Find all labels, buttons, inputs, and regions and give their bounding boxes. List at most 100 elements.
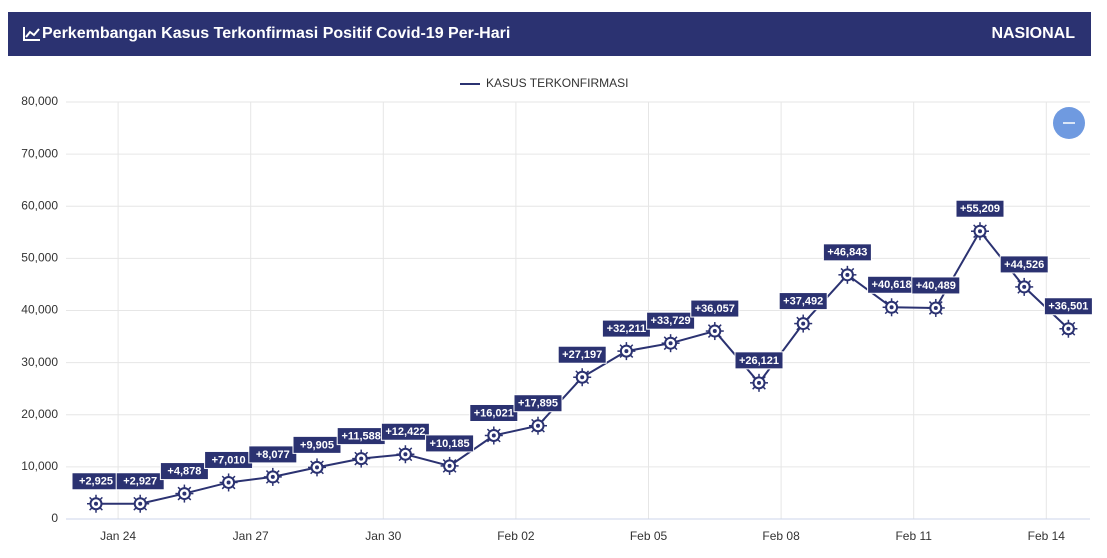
virus-marker [484, 426, 503, 445]
data-label: +9,905 [300, 439, 334, 451]
virus-core [757, 380, 761, 385]
data-label: +26,121 [739, 355, 779, 367]
x-tick-label: Jan 27 [233, 529, 269, 543]
data-label: +33,729 [651, 315, 691, 327]
data-label-box [778, 292, 828, 311]
y-tick-label: 0 [51, 511, 58, 525]
data-label: +36,501 [1048, 301, 1088, 313]
y-tick-label: 30,000 [21, 355, 58, 369]
y-tick-label: 80,000 [21, 94, 58, 108]
data-label-box [734, 351, 784, 370]
y-tick-label: 40,000 [21, 303, 58, 317]
y-tick-label: 50,000 [21, 251, 58, 265]
data-label: +16,021 [474, 407, 514, 419]
data-label-box [999, 255, 1049, 274]
virus-marker [263, 467, 282, 486]
virus-core [580, 375, 585, 380]
virus-core [315, 465, 319, 470]
data-label-box [513, 394, 563, 413]
virus-marker [440, 456, 459, 475]
virus-marker [926, 298, 945, 317]
header-title: Perkembangan Kasus Terkonfirmasi Positif… [42, 25, 510, 42]
x-tick-label: Feb 14 [1028, 529, 1066, 543]
virus-core [94, 501, 98, 506]
data-label-box [690, 299, 740, 318]
data-label-box [159, 462, 209, 481]
data-label: +40,618 [872, 279, 912, 291]
x-tick-label: Jan 30 [365, 529, 401, 543]
data-label-box [822, 243, 872, 262]
virus-core [270, 474, 275, 479]
virus-marker [308, 458, 326, 477]
data-label: +27,197 [562, 349, 602, 361]
data-label-box [248, 445, 298, 464]
legend-label: KASUS TERKONFIRMASI [486, 76, 628, 90]
data-label-box [955, 199, 1005, 218]
virus-marker [882, 298, 901, 317]
data-label: +46,843 [827, 247, 867, 259]
virus-marker [794, 314, 813, 333]
data-label: +40,489 [916, 280, 956, 292]
data-label: +11,588 [341, 431, 380, 443]
x-tick-label: Feb 02 [497, 529, 535, 543]
virus-marker [131, 494, 150, 513]
data-label: +12,422 [385, 426, 425, 438]
virus-core [668, 341, 673, 346]
virus-marker [971, 222, 989, 241]
data-label-box [557, 345, 607, 364]
y-tick-label: 70,000 [21, 146, 58, 160]
data-label: +7,010 [212, 454, 246, 466]
y-tick-label: 60,000 [21, 198, 58, 212]
virus-core [624, 349, 629, 354]
header-region: NASIONAL [991, 25, 1075, 42]
virus-core [801, 321, 806, 326]
virus-core [1066, 326, 1071, 331]
data-label: +2,925 [79, 476, 113, 488]
data-label-box [115, 472, 165, 491]
virus-core [889, 305, 894, 310]
virus-core [845, 272, 850, 277]
data-label: +17,895 [518, 398, 558, 410]
virus-marker [705, 322, 724, 341]
data-label-box [380, 422, 430, 441]
data-label-box [1043, 297, 1093, 316]
virus-marker [175, 484, 194, 503]
virus-core [359, 456, 364, 461]
data-label: +10,185 [430, 438, 470, 450]
data-label: +8,077 [256, 449, 290, 461]
data-label: +36,057 [695, 303, 735, 315]
data-label-box [911, 276, 961, 295]
virus-marker [219, 473, 238, 492]
virus-core [447, 463, 452, 468]
virus-marker [573, 368, 592, 387]
virus-core [712, 329, 717, 334]
virus-core [1022, 284, 1027, 289]
x-tick-label: Jan 24 [100, 529, 136, 543]
data-label: +4,878 [167, 465, 201, 477]
virus-marker [87, 494, 105, 513]
data-label-box [469, 403, 519, 422]
header-icon-line [25, 28, 40, 38]
virus-marker [1015, 277, 1034, 296]
x-tick-label: Feb 05 [630, 529, 668, 543]
header-icon-axis [23, 27, 40, 41]
virus-marker [617, 342, 636, 361]
virus-marker [661, 334, 680, 353]
data-label: +2,927 [123, 476, 157, 488]
virus-core [978, 229, 982, 234]
data-label-box [646, 311, 696, 330]
data-label: +32,211 [607, 323, 646, 335]
virus-marker [838, 265, 857, 284]
x-tick-label: Feb 08 [762, 529, 800, 543]
data-label: +44,526 [1004, 259, 1044, 271]
virus-core [226, 480, 231, 485]
virus-marker [396, 445, 415, 464]
header-bar [8, 12, 1091, 56]
virus-core [536, 423, 540, 428]
y-tick-label: 10,000 [21, 459, 58, 473]
y-tick-label: 20,000 [21, 407, 58, 421]
virus-marker [352, 449, 371, 468]
data-label: +55,209 [960, 203, 1000, 215]
